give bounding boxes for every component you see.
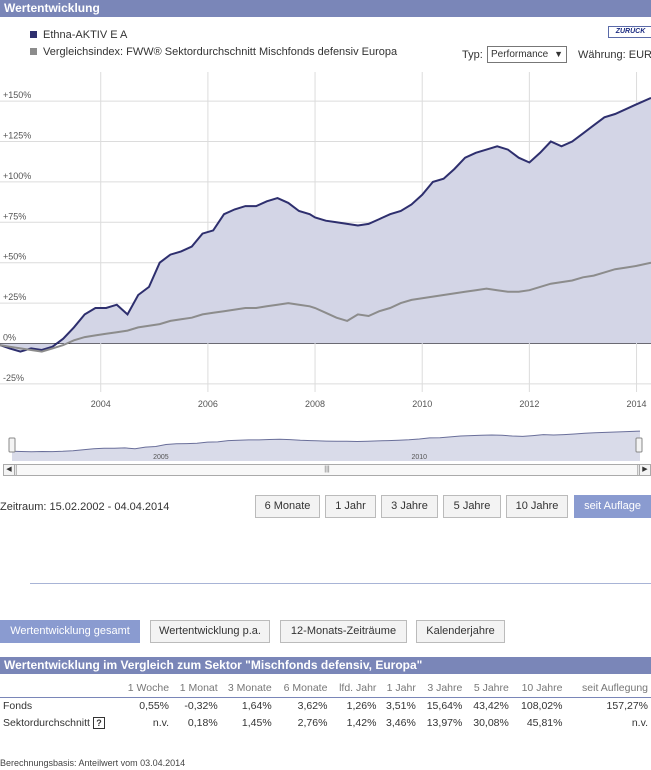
table-header-row: 1 Woche 1 Monat 3 Monate 6 Monate lfd. J… [0,680,651,697]
legend-swatch-index [30,47,37,55]
performance-chart: -25% 0% +25% +50% +75% +100% +125% +150% 2004 20… [0,72,651,409]
currency-label: Währung: EUR [578,49,651,61]
y-tick-label: +100% [3,171,31,181]
type-label: Typ: [462,49,483,61]
range-navigator[interactable]: 2005 2010 [0,425,651,463]
legend-label-fund: Ethna-AKTIV E A [43,29,128,41]
series-line-fund [0,96,651,353]
table-row: Sektordurchschnitt? n.v. 0,18% 1,45% 2,7… [0,714,651,731]
period-button-5-jahre[interactable]: 5 Jahre [443,495,501,518]
table-cell: 3,62% [274,696,331,714]
table-header: seit Auflegung [582,682,648,695]
table-header: 1 Monat [179,682,218,695]
type-select[interactable]: Performance ▼ [487,46,567,63]
table-cell: 1,26% [330,696,380,714]
table-header: lfd. Jahr [339,682,377,695]
table-cell: n.v. [631,716,648,729]
period-button-6-monate[interactable]: 6 Monate [255,495,320,518]
series-line-index [0,261,651,353]
table-cell: 1,42% [346,716,377,729]
y-tick-label: +150% [3,90,31,100]
date-range-label: Zeitraum: 15.02.2002 - 04.04.2014 [0,501,170,513]
section-header-wertentwicklung: Wertentwicklung [0,0,651,17]
table-cell: 15,64% [418,696,466,714]
period-button-10-jahre[interactable]: 10 Jahre [506,495,568,518]
table-cell: 2,76% [297,716,328,729]
navigator-handle-left[interactable] [8,437,16,453]
tab-12-monats-zeitraeume[interactable]: 12-Monats-Zeiträume [280,620,407,643]
divider [30,583,651,584]
table-header: 1 Jahr [386,682,416,695]
x-tick-label: 2010 [412,399,432,409]
legend-item-fund: Ethna-AKTIV E A [30,29,127,41]
y-tick-label: +125% [3,130,31,140]
table-cell: 0,18% [187,716,218,729]
legend-item-index: Vergleichsindex: FWW® Sektordurchschnitt… [30,46,397,58]
comparison-table: 1 Woche 1 Monat 3 Monate 6 Monate lfd. J… [0,680,651,731]
table-cell: 13,97% [426,716,463,729]
x-tick-label: 2004 [91,399,111,409]
type-select-value: Performance [491,49,549,60]
table-header: 5 Jahre [473,682,509,695]
legend-label-index: Vergleichsindex: FWW® Sektordurchschnitt… [43,46,398,58]
y-tick-label: +50% [3,252,26,262]
tab-wertentwicklung-pa[interactable]: Wertentwicklung p.a. [150,620,270,643]
x-tick-label: 2008 [305,399,325,409]
footnote: Berechnungsbasis: Anteilwert vom 03.04.2… [0,758,186,768]
x-tick-label: 2006 [198,399,218,409]
legend-swatch-fund [30,30,37,38]
table-cell: 1,45% [241,716,272,729]
tab-wertentwicklung-gesamt[interactable]: Wertentwicklung gesamt [0,620,140,643]
navigator-handle-right[interactable] [635,437,643,453]
period-button-seit-auflage[interactable]: seit Auflage [574,495,651,518]
navigator-line [11,430,641,453]
table-row-label: Sektordurchschnitt? [0,714,121,731]
table-cell: 108,02% [511,696,566,714]
table-header: 10 Jahre [521,682,563,695]
scroll-right-icon[interactable]: ▶ [639,465,650,475]
table-cell: 43,42% [465,696,512,714]
y-tick-label: -25% [3,373,24,383]
navigator-area [12,431,640,461]
table-row-label: Fonds [0,696,121,714]
scroll-left-icon[interactable]: ◀ [4,465,15,475]
navigator-tick-label: 2010 [412,454,428,461]
table-cell: -0,32% [172,696,221,714]
table-cell: 0,55% [120,696,173,714]
table-cell: 3,46% [386,716,416,729]
y-tick-label: +25% [3,292,26,302]
table-header: 1 Woche [127,682,170,695]
table-header: 3 Monate [227,682,272,695]
tab-kalenderjahre[interactable]: Kalenderjahre [416,620,505,643]
x-tick-label: 2012 [519,399,539,409]
help-icon[interactable]: ? [92,716,105,729]
y-tick-label: 0% [3,333,16,343]
table-cell: 45,81% [526,716,563,729]
navigator-scrollbar[interactable]: ◀ ||| ▶ [3,464,651,476]
table-cell: 30,08% [473,716,509,729]
table-row-label-text: Sektordurchschnitt [3,716,90,729]
navigator-tick-label: 2005 [153,454,169,461]
table-header: 3 Jahre [427,682,463,695]
table-cell: 3,51% [379,696,419,714]
scrollbar-thumb[interactable]: ||| [16,465,638,475]
y-tick-label: +75% [3,211,26,221]
table-header: 6 Monate [283,682,328,695]
table-row: Fonds 0,55% -0,32% 1,64% 3,62% 1,26% 3,5… [0,696,651,714]
table-cell: 157,27% [565,696,651,714]
period-button-1-jahr[interactable]: 1 Jahr [325,495,376,518]
period-button-3-jahre[interactable]: 3 Jahre [381,495,438,518]
x-tick-label: 2014 [627,399,647,409]
chevron-down-icon: ▼ [554,49,563,59]
section-header-comparison: Wertentwicklung im Vergleich zum Sektor … [0,657,651,674]
table-cell: 1,64% [220,696,275,714]
back-button[interactable]: ZURÜCK [608,26,651,38]
table-cell: n.v. [152,716,170,729]
